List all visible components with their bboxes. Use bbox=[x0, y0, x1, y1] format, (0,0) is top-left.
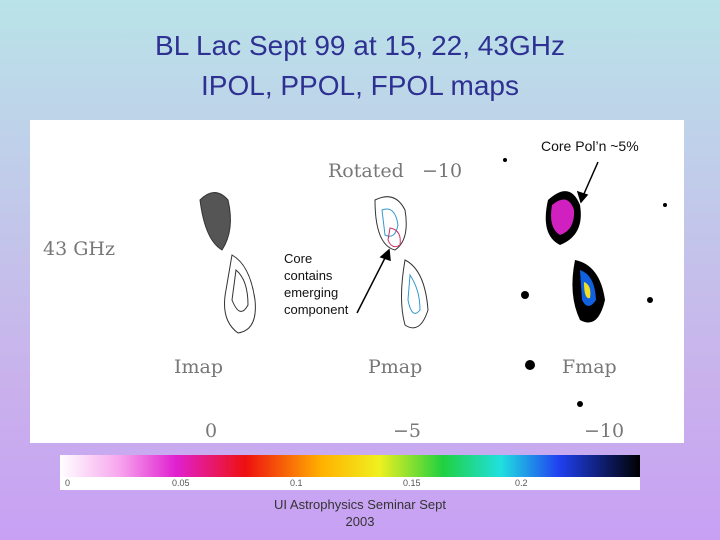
fmap-blobs bbox=[503, 158, 667, 407]
colorbar-tick: 0.1 bbox=[290, 478, 303, 488]
title-line: BL Lac Sept 99 at 15, 22, 43GHz bbox=[155, 30, 565, 61]
panel-label: Fmap bbox=[562, 356, 617, 378]
axis-tick: −5 bbox=[393, 420, 422, 442]
annotation: Core contains emerging component bbox=[284, 251, 349, 317]
colorbar-tick: 0.05 bbox=[172, 478, 190, 488]
imap-contours bbox=[199, 192, 256, 334]
colorbar-tick: 0.2 bbox=[515, 478, 528, 488]
axis-tick: 0 bbox=[205, 420, 218, 442]
annotation-arrows bbox=[356, 161, 599, 314]
rotation-label: Rotated bbox=[328, 160, 404, 182]
pmap-contours bbox=[374, 196, 429, 329]
annotation: Core Pol’n ~5% bbox=[541, 138, 639, 154]
rotation-value: −10 bbox=[422, 160, 463, 182]
frequency-label: 43 GHz bbox=[43, 238, 115, 260]
colorbar-label-strip bbox=[60, 477, 640, 490]
footer: UI Astrophysics Seminar Sept 2003 bbox=[274, 497, 446, 529]
colorbar-tick: 0.15 bbox=[403, 478, 421, 488]
panel-label: Pmap bbox=[368, 356, 423, 378]
colorbar bbox=[60, 455, 640, 477]
title-line: IPOL, PPOL, FPOL maps bbox=[201, 70, 519, 101]
colorbar-tick: 0 bbox=[65, 478, 71, 488]
axis-tick: −10 bbox=[584, 420, 625, 442]
panel-label: Imap bbox=[174, 356, 224, 378]
